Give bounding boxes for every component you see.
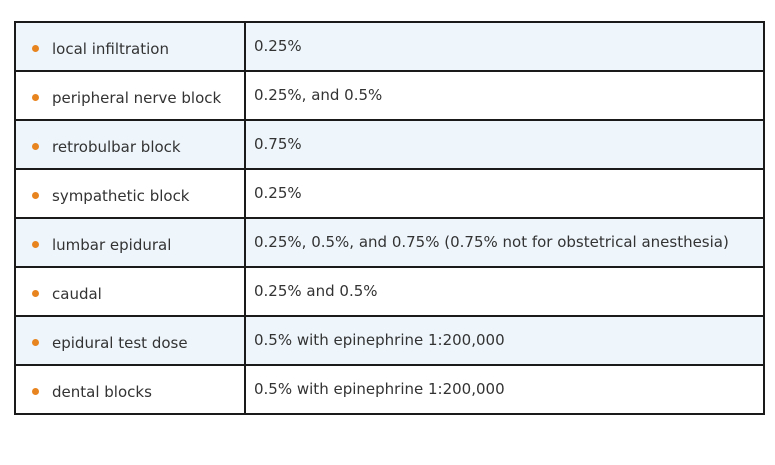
procedure-label: peripheral nerve block <box>52 88 222 107</box>
table-row: lumbar epidural 0.25%, 0.5%, and 0.75% (… <box>14 217 765 268</box>
bullet-icon <box>32 94 39 101</box>
bullet-icon <box>32 290 39 297</box>
concentration-value: 0.75% <box>254 135 302 153</box>
bullet-icon <box>32 143 39 150</box>
concentration-cell: 0.75% <box>244 119 765 170</box>
concentration-value: 0.25% <box>254 184 302 202</box>
table-row: local infiltration 0.25% <box>14 21 765 72</box>
procedure-cell: caudal <box>14 266 246 317</box>
procedure-label: caudal <box>52 284 102 303</box>
procedure-cell: sympathetic block <box>14 168 246 219</box>
procedure-label: dental blocks <box>52 382 152 401</box>
concentration-value: 0.25%, and 0.5% <box>254 86 383 104</box>
concentration-cell: 0.25% <box>244 21 765 72</box>
table-row: retrobulbar block 0.75% <box>14 119 765 170</box>
concentration-cell: 0.25%, and 0.5% <box>244 70 765 121</box>
concentration-cell: 0.25%, 0.5%, and 0.75% (0.75% not for ob… <box>244 217 765 268</box>
procedure-cell: dental blocks <box>14 364 246 415</box>
concentration-value: 0.25%, 0.5%, and 0.75% (0.75% not for ob… <box>254 233 729 251</box>
bullet-icon <box>32 45 39 52</box>
concentration-cell: 0.5% with epinephrine 1:200,000 <box>244 315 765 366</box>
table-row: dental blocks 0.5% with epinephrine 1:20… <box>14 364 765 415</box>
dosage-table: local infiltration 0.25% peripheral nerv… <box>14 21 765 415</box>
concentration-value: 0.5% with epinephrine 1:200,000 <box>254 380 505 398</box>
bullet-icon <box>32 192 39 199</box>
procedure-cell: peripheral nerve block <box>14 70 246 121</box>
concentration-value: 0.25% and 0.5% <box>254 282 378 300</box>
bullet-icon <box>32 388 39 395</box>
procedure-label: epidural test dose <box>52 333 188 352</box>
procedure-label: local infiltration <box>52 39 169 58</box>
concentration-cell: 0.5% with epinephrine 1:200,000 <box>244 364 765 415</box>
concentration-value: 0.25% <box>254 37 302 55</box>
procedure-cell: retrobulbar block <box>14 119 246 170</box>
table-row: peripheral nerve block 0.25%, and 0.5% <box>14 70 765 121</box>
concentration-cell: 0.25% <box>244 168 765 219</box>
bullet-icon <box>32 339 39 346</box>
procedure-label: lumbar epidural <box>52 235 172 254</box>
procedure-cell: lumbar epidural <box>14 217 246 268</box>
procedure-label: retrobulbar block <box>52 137 181 156</box>
table-row: caudal 0.25% and 0.5% <box>14 266 765 317</box>
bullet-icon <box>32 241 39 248</box>
dosage-table-container: local infiltration 0.25% peripheral nerv… <box>14 21 765 415</box>
procedure-cell: epidural test dose <box>14 315 246 366</box>
concentration-value: 0.5% with epinephrine 1:200,000 <box>254 331 505 349</box>
procedure-cell: local infiltration <box>14 21 246 72</box>
table-row: epidural test dose 0.5% with epinephrine… <box>14 315 765 366</box>
procedure-label: sympathetic block <box>52 186 190 205</box>
concentration-cell: 0.25% and 0.5% <box>244 266 765 317</box>
table-row: sympathetic block 0.25% <box>14 168 765 219</box>
